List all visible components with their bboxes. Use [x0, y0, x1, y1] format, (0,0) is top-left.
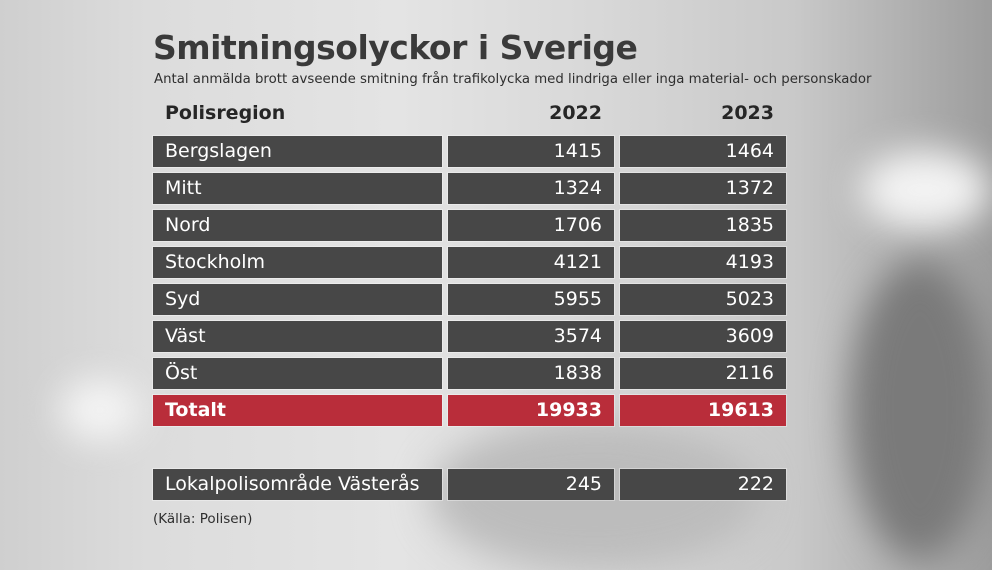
value-2022-cell: 1706 — [448, 210, 614, 241]
value-2022-cell: 1415 — [448, 136, 614, 167]
value-2023-cell: 3609 — [620, 321, 786, 352]
value-2022-cell: 1324 — [448, 173, 614, 204]
local-area-label-cell: Lokalpolisområde Västerås — [153, 469, 442, 500]
region-cell: Öst — [153, 358, 442, 389]
value-2023-cell: 1372 — [620, 173, 786, 204]
region-cell: Väst — [153, 321, 442, 352]
region-cell: Syd — [153, 284, 442, 315]
page-title: Smitningsolyckor i Sverige — [153, 28, 638, 67]
value-2023-cell: 2116 — [620, 358, 786, 389]
value-2022-cell: 5955 — [448, 284, 614, 315]
value-2023-cell: 5023 — [620, 284, 786, 315]
source-note: (Källa: Polisen) — [153, 511, 253, 527]
value-2023-cell: 4193 — [620, 247, 786, 278]
total-2023-cell: 19613 — [620, 395, 786, 426]
local-2023-cell: 222 — [620, 469, 786, 500]
background-photo-blur — [850, 260, 990, 560]
value-2022-cell: 1838 — [448, 358, 614, 389]
region-cell: Nord — [153, 210, 442, 241]
region-cell: Stockholm — [153, 247, 442, 278]
total-label-cell: Totalt — [153, 395, 442, 426]
column-header-2023: 2023 — [721, 102, 774, 124]
value-2023-cell: 1835 — [620, 210, 786, 241]
region-cell: Bergslagen — [153, 136, 442, 167]
page-subtitle: Antal anmälda brott avseende smitning fr… — [154, 72, 872, 87]
background-photo-blur — [860, 150, 990, 230]
region-cell: Mitt — [153, 173, 442, 204]
local-2022-cell: 245 — [448, 469, 614, 500]
value-2022-cell: 3574 — [448, 321, 614, 352]
value-2023-cell: 1464 — [620, 136, 786, 167]
total-2022-cell: 19933 — [448, 395, 614, 426]
value-2022-cell: 4121 — [448, 247, 614, 278]
column-header-region: Polisregion — [165, 102, 286, 124]
background-photo-blur — [60, 380, 140, 440]
column-header-2022: 2022 — [549, 102, 602, 124]
